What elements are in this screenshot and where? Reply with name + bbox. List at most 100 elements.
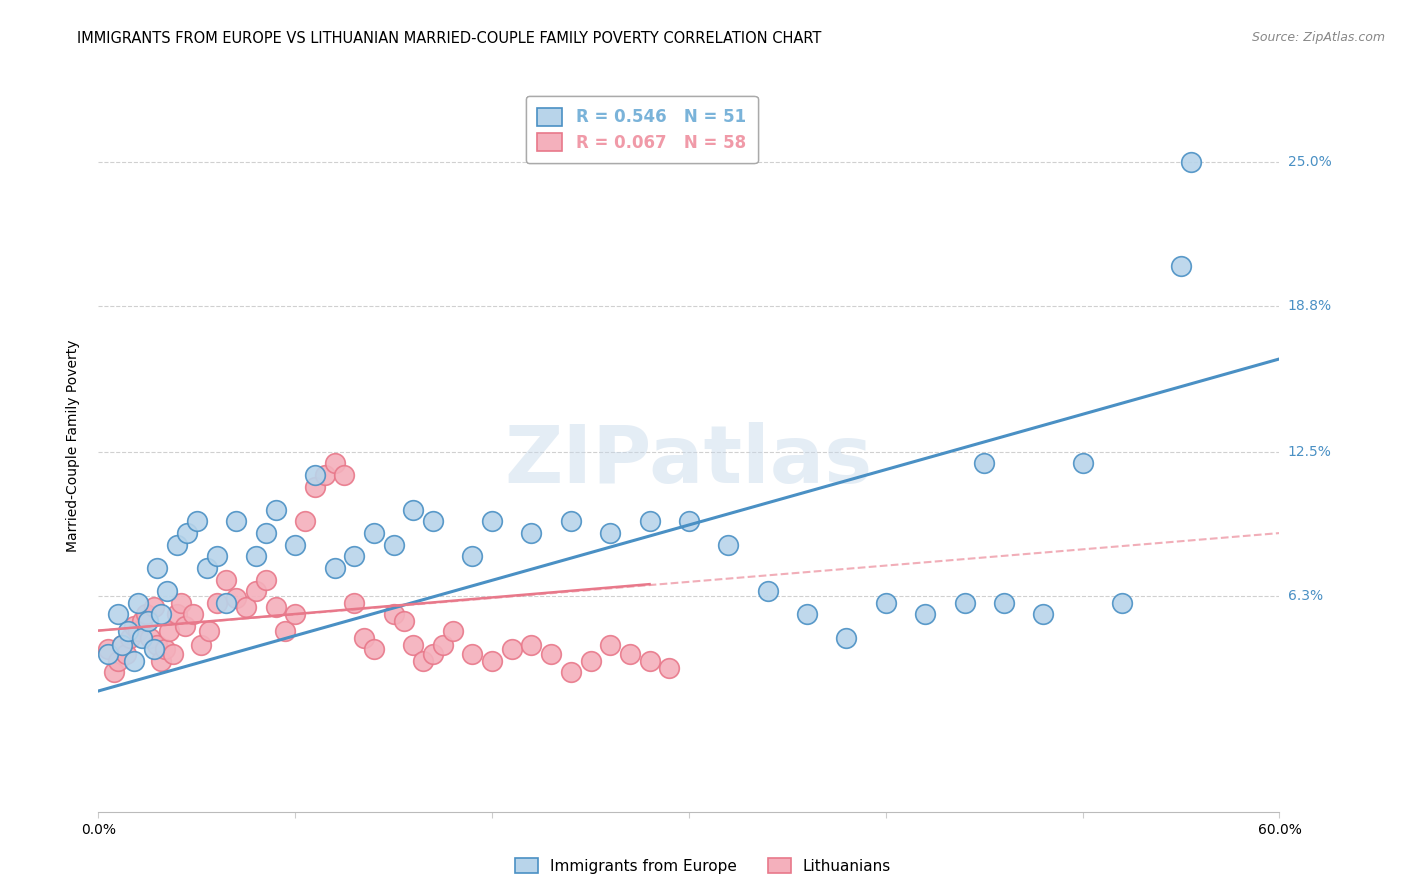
Point	[392, 615, 415, 629]
Point	[150, 654, 173, 668]
Text: 60.0%: 60.0%	[1257, 823, 1302, 838]
Point	[97, 642, 120, 657]
Point	[914, 607, 936, 622]
Point	[235, 600, 257, 615]
Text: 18.8%: 18.8%	[1288, 299, 1331, 312]
Point	[186, 515, 208, 529]
Point	[402, 638, 425, 652]
Point	[122, 619, 145, 633]
Point	[264, 503, 287, 517]
Point	[520, 638, 543, 652]
Point	[131, 631, 153, 645]
Point	[520, 526, 543, 541]
Point	[195, 561, 218, 575]
Point	[138, 631, 160, 645]
Point	[166, 538, 188, 552]
Point	[412, 654, 434, 668]
Point	[875, 596, 897, 610]
Point	[118, 631, 141, 645]
Point	[197, 624, 219, 638]
Point	[1111, 596, 1133, 610]
Legend: R = 0.546   N = 51, R = 0.067   N = 58: R = 0.546 N = 51, R = 0.067 N = 58	[526, 96, 758, 163]
Point	[314, 468, 336, 483]
Point	[166, 607, 188, 622]
Point	[1071, 457, 1094, 471]
Text: 0.0%: 0.0%	[82, 823, 115, 838]
Point	[599, 638, 621, 652]
Text: ZIPatlas: ZIPatlas	[505, 422, 873, 500]
Point	[993, 596, 1015, 610]
Point	[402, 503, 425, 517]
Point	[619, 647, 641, 661]
Point	[540, 647, 562, 661]
Point	[294, 515, 316, 529]
Point	[254, 526, 277, 541]
Point	[142, 642, 165, 657]
Point	[323, 561, 346, 575]
Point	[127, 596, 149, 610]
Point	[323, 457, 346, 471]
Point	[162, 647, 184, 661]
Point	[254, 573, 277, 587]
Point	[382, 538, 405, 552]
Point	[638, 654, 661, 668]
Point	[333, 468, 356, 483]
Point	[501, 642, 523, 657]
Point	[205, 549, 228, 564]
Point	[215, 596, 238, 610]
Text: Source: ZipAtlas.com: Source: ZipAtlas.com	[1251, 31, 1385, 45]
Point	[560, 665, 582, 680]
Point	[284, 607, 307, 622]
Point	[142, 600, 165, 615]
Point	[382, 607, 405, 622]
Point	[343, 549, 366, 564]
Point	[156, 584, 179, 599]
Point	[422, 515, 444, 529]
Point	[422, 647, 444, 661]
Legend: Immigrants from Europe, Lithuanians: Immigrants from Europe, Lithuanians	[509, 852, 897, 880]
Point	[658, 661, 681, 675]
Point	[1180, 154, 1202, 169]
Point	[157, 624, 180, 638]
Text: 25.0%: 25.0%	[1288, 154, 1331, 169]
Point	[97, 647, 120, 661]
Point	[953, 596, 976, 610]
Point	[599, 526, 621, 541]
Point	[678, 515, 700, 529]
Point	[579, 654, 602, 668]
Point	[481, 654, 503, 668]
Point	[432, 638, 454, 652]
Point	[170, 596, 193, 610]
Point	[274, 624, 297, 638]
Point	[481, 515, 503, 529]
Point	[122, 654, 145, 668]
Point	[264, 600, 287, 615]
Point	[115, 647, 138, 661]
Point	[150, 607, 173, 622]
Point	[215, 573, 238, 587]
Point	[560, 515, 582, 529]
Text: 6.3%: 6.3%	[1288, 589, 1323, 603]
Point	[1170, 259, 1192, 273]
Point	[343, 596, 366, 610]
Point	[363, 526, 385, 541]
Point	[181, 607, 204, 622]
Point	[441, 624, 464, 638]
Point	[973, 457, 995, 471]
Point	[461, 647, 484, 661]
Point	[107, 654, 129, 668]
Point	[136, 615, 159, 629]
Point	[284, 538, 307, 552]
Point	[353, 631, 375, 645]
Point	[304, 480, 326, 494]
Point	[756, 584, 779, 599]
Point	[107, 607, 129, 622]
Text: IMMIGRANTS FROM EUROPE VS LITHUANIAN MARRIED-COUPLE FAMILY POVERTY CORRELATION C: IMMIGRANTS FROM EUROPE VS LITHUANIAN MAR…	[77, 31, 821, 46]
Point	[1032, 607, 1054, 622]
Point	[363, 642, 385, 657]
Point	[117, 624, 139, 638]
Point	[131, 615, 153, 629]
Point	[135, 607, 157, 622]
Point	[304, 468, 326, 483]
Point	[225, 591, 247, 606]
